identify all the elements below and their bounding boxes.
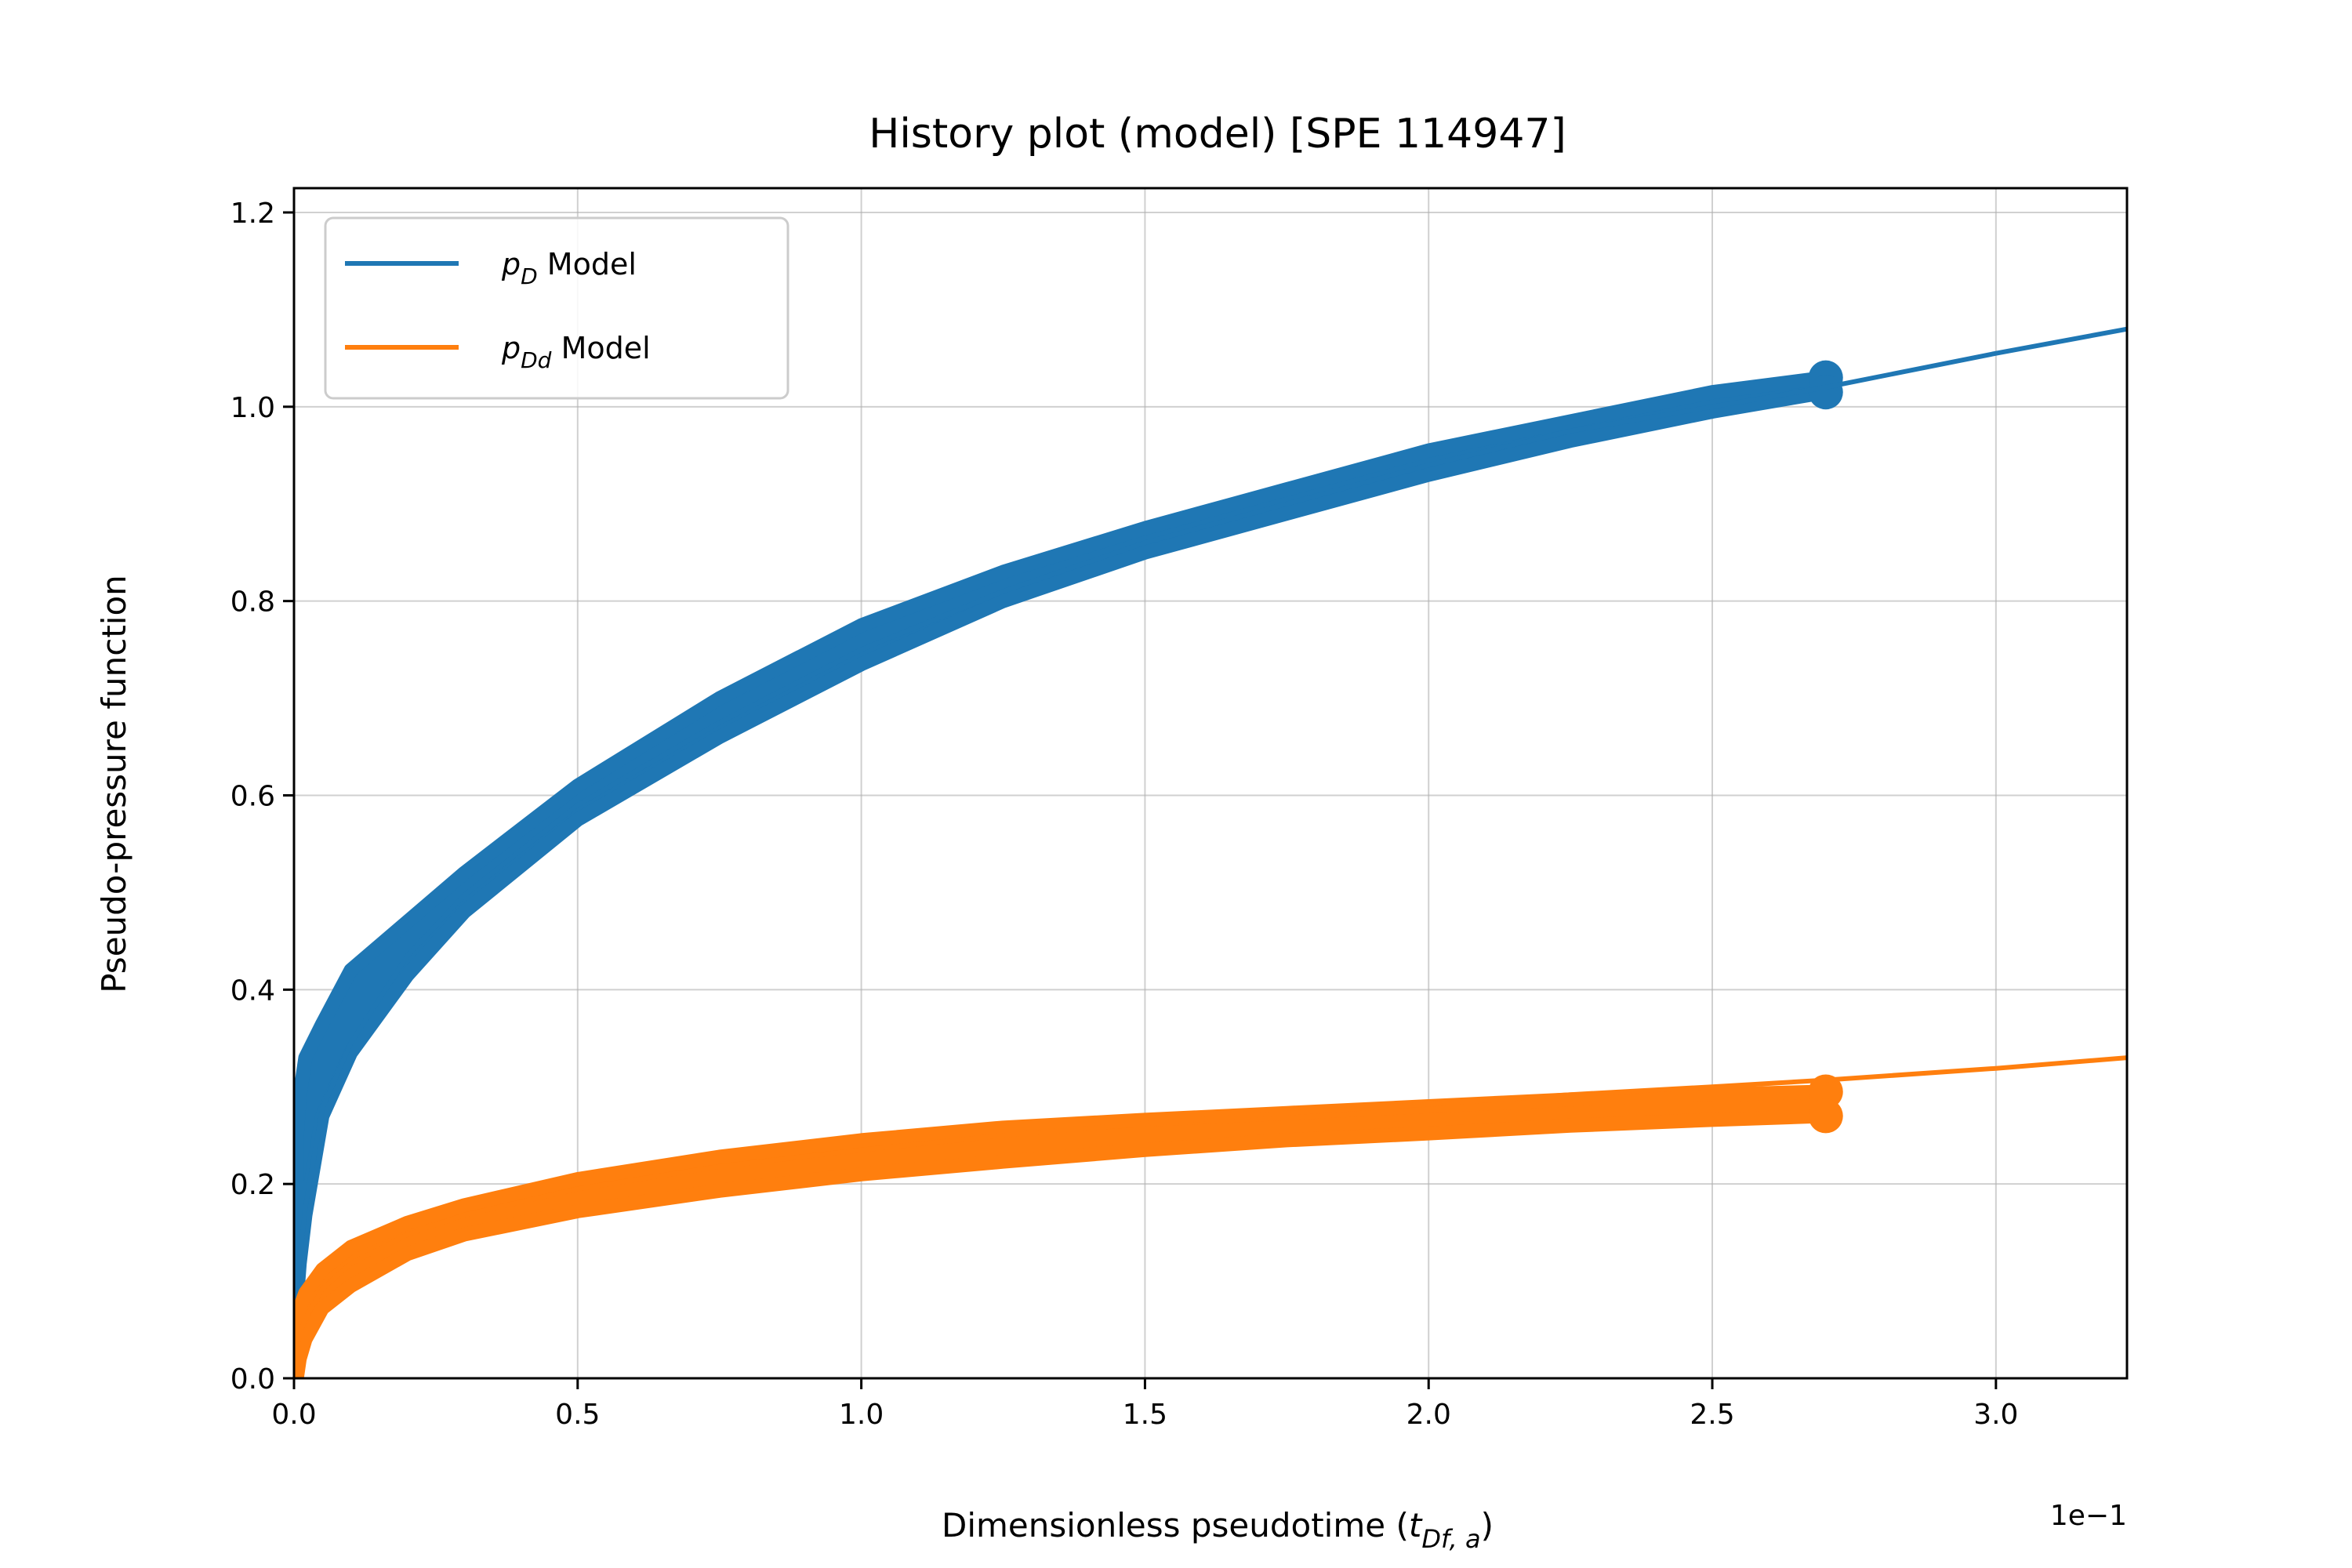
y-tick-label: 1.2	[230, 198, 275, 230]
series-layer	[294, 326, 2127, 1378]
model-line-pD	[294, 326, 2127, 1294]
legend-pDd-name: Model	[561, 331, 651, 365]
y-tick-label: 0.2	[230, 1169, 275, 1201]
x-tick-label: 2.0	[1406, 1399, 1451, 1431]
x-axis-label-close-paren: )	[1481, 1506, 1494, 1544]
x-tick-label: 0.5	[555, 1399, 600, 1431]
legend: pD Model pDd Model	[324, 216, 789, 400]
y-axis-label: Pseudo-pressure function	[95, 575, 133, 993]
legend-pDd-subscript: Dd	[521, 347, 552, 373]
data-end-marker-pD	[1808, 375, 1843, 410]
chart-title: History plot (model) [SPE 114947]	[869, 111, 1566, 158]
x-tick-label: 0.0	[271, 1399, 316, 1431]
x-axis-label-open-paren: (	[1385, 1506, 1409, 1544]
y-tick-label: 0.0	[230, 1363, 275, 1396]
legend-box	[324, 216, 789, 400]
y-tick-label: 0.4	[230, 975, 275, 1007]
y-tick-label: 1.0	[230, 392, 275, 424]
legend-pD-name: Model	[547, 247, 637, 281]
x-axis-label-subscript: Df, a	[1421, 1524, 1480, 1554]
x-axis-label-symbol: t	[1409, 1506, 1423, 1544]
legend-label-pDd: pDd Model	[501, 331, 651, 373]
legend-pDd-space	[551, 331, 561, 365]
plot-frame	[292, 187, 2129, 1380]
y-tick-label: 0.8	[230, 586, 275, 619]
x-tick-label: 2.5	[1690, 1399, 1734, 1431]
data-end-marker-pDd	[1808, 1098, 1843, 1134]
legend-pD-space	[538, 247, 547, 281]
data-end-marker-pDd	[1808, 1074, 1843, 1109]
y-tick-label: 0.6	[230, 780, 275, 812]
legend-label-pD: pD Model	[501, 247, 637, 289]
x-tick-label: 3.0	[1973, 1399, 2018, 1431]
x-tick-label: 1.5	[1123, 1399, 1167, 1431]
x-offset-label: 1e−1	[2050, 1500, 2127, 1532]
legend-pDd-symbol: p	[501, 331, 521, 365]
y-axis: 0.0 0.2 0.4 0.6 0.8 1.0 1.2	[230, 198, 294, 1396]
legend-pD-symbol: p	[501, 247, 521, 281]
x-axis-label: Dimensionless pseudotime (tDf, a)	[942, 1506, 1494, 1554]
x-axis: 0.0 0.5 1.0 1.5 2.0 2.5 3.0	[271, 1378, 2018, 1431]
model-line-pDd	[294, 1055, 2127, 1350]
legend-pD-subscript: D	[521, 263, 538, 289]
x-axis-label-text: Dimensionless pseudotime	[942, 1506, 1385, 1544]
x-tick-label: 1.0	[839, 1399, 884, 1431]
